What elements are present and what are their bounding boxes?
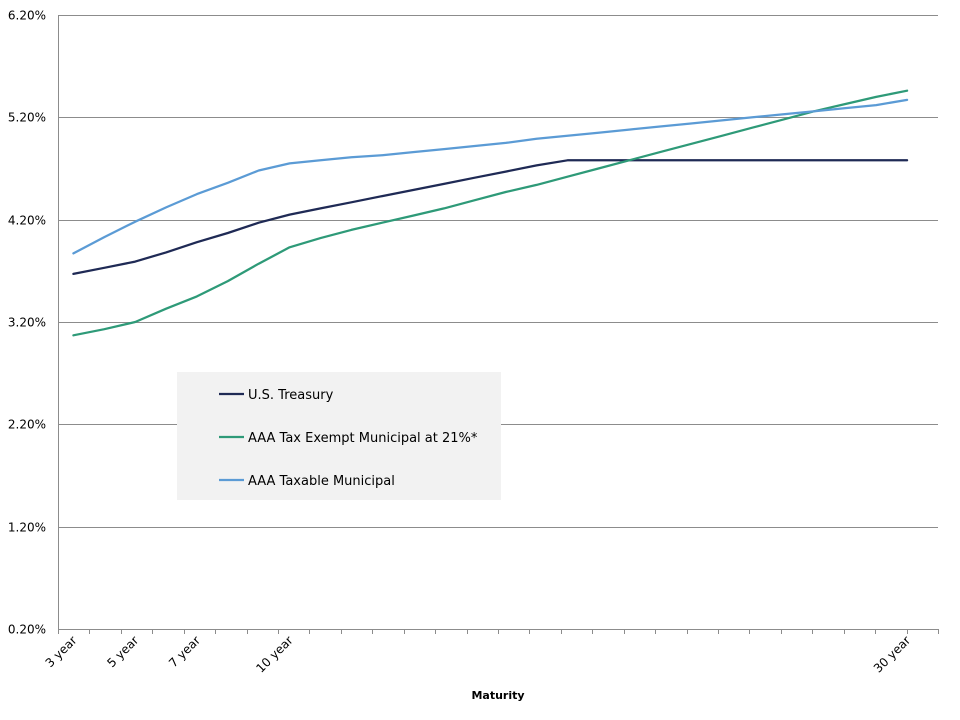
y-tick-label: 5.20% bbox=[8, 111, 46, 125]
series-line bbox=[72, 159, 909, 276]
y-tick-label: 4.20% bbox=[8, 214, 46, 228]
y-tick-label: 6.20% bbox=[8, 9, 46, 23]
x-tick-label: 10 year bbox=[253, 633, 295, 675]
x-axis-title: Maturity bbox=[471, 689, 524, 702]
series-line bbox=[72, 98, 909, 255]
y-tick-label: 3.20% bbox=[8, 316, 46, 330]
axes: 0.20% 1.20% 2.20% 3.20% 4.20% 5.20% 6.20% 3 yea… bbox=[8, 9, 939, 676]
x-tick-label: 3 year bbox=[43, 633, 80, 670]
legend-label: U.S. Treasury bbox=[248, 388, 334, 403]
legend: U.S. Treasury AAA Tax Exempt Municipal at… bbox=[177, 372, 501, 500]
y-tick-label: 1.20% bbox=[8, 521, 46, 535]
series-line bbox=[72, 89, 909, 337]
x-tick-label: 7 year bbox=[166, 633, 203, 670]
x-tick-label: 30 year bbox=[871, 633, 913, 675]
series-lines bbox=[72, 89, 909, 337]
y-tick-label: 0.20% bbox=[8, 623, 46, 637]
legend-label: AAA Taxable Municipal bbox=[248, 474, 395, 489]
y-tick-label: 2.20% bbox=[8, 418, 46, 432]
x-tick-label: 5 year bbox=[104, 633, 141, 670]
legend-label: AAA Tax Exempt Municipal at 21%* bbox=[248, 431, 478, 446]
